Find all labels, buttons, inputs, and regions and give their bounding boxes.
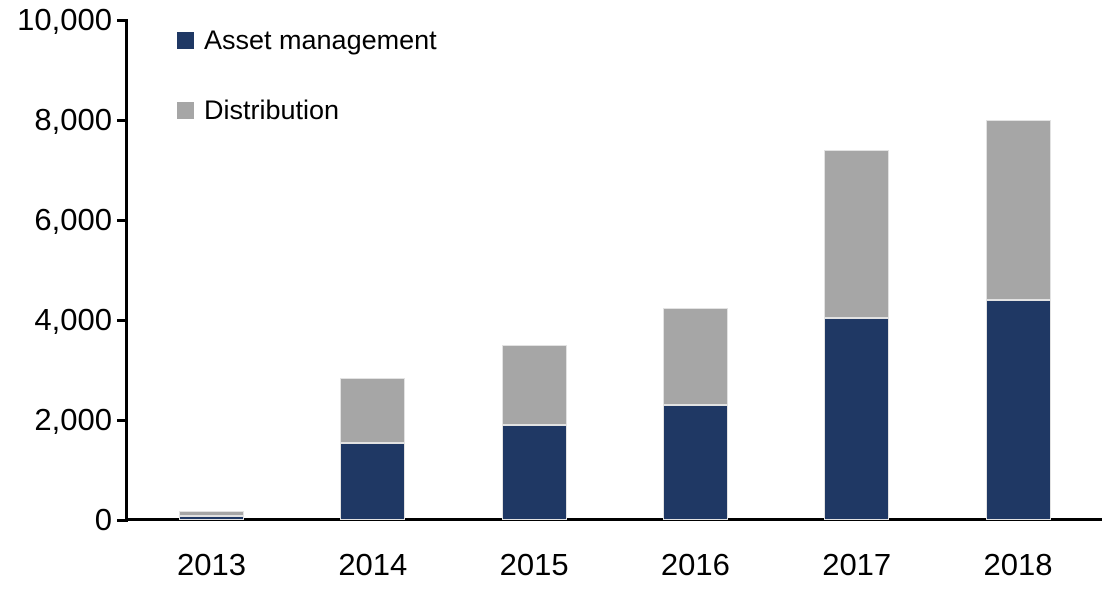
bar-2017-distribution (824, 150, 890, 318)
bar-2015-asset-management (501, 425, 567, 520)
bar-2017-asset-management (824, 317, 890, 520)
legend: Asset management Distribution (177, 26, 437, 170)
y-tick-label-5: 10,000 (17, 2, 112, 37)
legend-label: Asset management (204, 24, 437, 55)
y-axis-line (125, 19, 128, 522)
x-label-2014: 2014 (338, 547, 408, 582)
legend-label: Distribution (204, 94, 340, 125)
y-tick-1 (117, 419, 127, 422)
legend-item-asset-management: Asset management (177, 26, 437, 53)
bar-2016-asset-management (662, 405, 728, 520)
y-tick-label-0: 0 (94, 502, 112, 537)
legend-swatch-icon (177, 31, 194, 49)
x-axis-line (125, 518, 1102, 521)
y-tick-4 (117, 119, 127, 122)
y-tick-5 (117, 19, 127, 22)
x-label-2013: 2013 (177, 547, 246, 582)
bar-2016-distribution (662, 307, 728, 405)
x-label-2016: 2016 (660, 547, 730, 582)
x-label-2015: 2015 (499, 547, 569, 582)
y-tick-label-4: 8,000 (34, 102, 112, 137)
x-label-2018: 2018 (983, 547, 1053, 582)
y-tick-label-3: 6,000 (34, 202, 112, 237)
bar-2018-asset-management (985, 300, 1051, 520)
bar-2014-distribution (340, 377, 406, 443)
legend-item-distribution: Distribution (177, 96, 437, 123)
y-tick-2 (117, 319, 127, 322)
y-tick-0 (117, 519, 127, 522)
bar-2013-distribution (179, 511, 244, 516)
x-label-2017: 2017 (822, 547, 892, 582)
legend-swatch-icon (177, 101, 194, 119)
y-tick-label-1: 2,000 (34, 402, 112, 437)
y-tick-label-2: 4,000 (34, 302, 112, 337)
bar-2018-distribution (985, 120, 1051, 300)
bar-2014-asset-management (340, 442, 406, 520)
y-tick-3 (117, 219, 127, 222)
bar-2015-distribution (501, 345, 567, 425)
bar-2013-asset-management (179, 515, 244, 520)
